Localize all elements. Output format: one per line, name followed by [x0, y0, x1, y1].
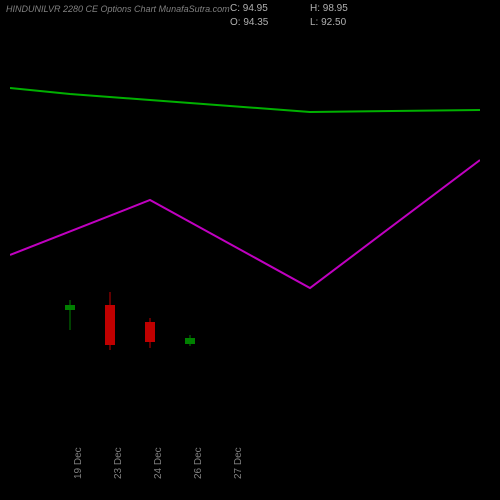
- chart-title: HINDUNILVR 2280 CE Options Chart MunafaS…: [6, 4, 230, 14]
- chart-area: [10, 30, 480, 420]
- x-tick-label: 26 Dec: [193, 447, 204, 479]
- close-label: C:: [230, 3, 240, 14]
- high-label: H:: [310, 3, 320, 14]
- low-label: L:: [310, 17, 318, 28]
- x-tick-label: 23 Dec: [113, 447, 124, 479]
- open-label: O:: [230, 17, 241, 28]
- ohlc-display: C: 94.95 H: 98.95 O: 94.35 L: 92.50: [230, 2, 390, 30]
- open-value: 94.35: [243, 17, 268, 28]
- x-axis-labels: 19 Dec 23 Dec 24 Dec 26 Dec 27 Dec: [0, 420, 500, 490]
- x-tick-label: 27 Dec: [233, 447, 244, 479]
- x-tick-label: 19 Dec: [73, 447, 84, 479]
- chart-svg: [10, 30, 480, 420]
- low-value: 92.50: [321, 17, 346, 28]
- x-tick-label: 24 Dec: [153, 447, 164, 479]
- high-value: 98.95: [323, 3, 348, 14]
- close-value: 94.95: [243, 3, 268, 14]
